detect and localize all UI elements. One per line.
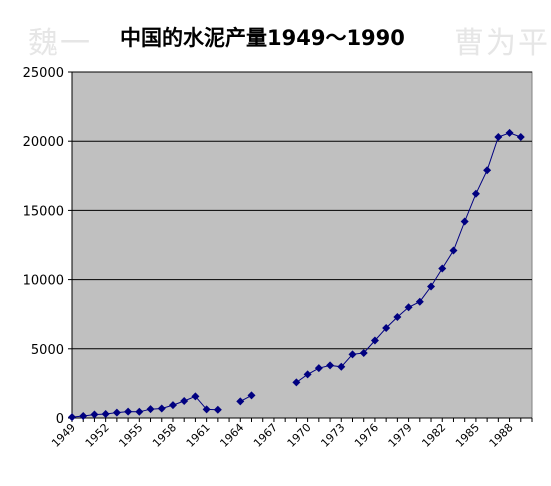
x-tick-label: 1958 <box>150 421 179 450</box>
data-point <box>382 324 391 333</box>
data-point <box>438 264 447 273</box>
x-tick-label: 1982 <box>419 421 448 450</box>
data-point <box>471 189 480 198</box>
x-tick-label: 1988 <box>487 421 516 450</box>
data-point <box>460 217 469 226</box>
data-point <box>68 413 76 422</box>
x-tick-label: 1952 <box>83 421 112 450</box>
data-point <box>79 412 88 421</box>
x-tick-label: 1973 <box>318 421 347 450</box>
data-point <box>168 401 177 410</box>
data-point <box>157 404 166 413</box>
data-point <box>247 391 256 400</box>
data-point <box>393 312 402 321</box>
y-tick-label: 25000 <box>23 66 64 81</box>
data-point <box>337 362 346 371</box>
data-point <box>90 410 99 419</box>
data-point <box>213 405 222 414</box>
data-point <box>505 128 514 137</box>
watermark-left: 魏一 <box>28 26 92 61</box>
data-point <box>449 246 458 255</box>
x-tick-label: 1961 <box>184 421 213 450</box>
data-point <box>415 297 424 306</box>
data-point <box>370 336 379 345</box>
data-point <box>112 408 121 417</box>
data-point <box>516 133 525 142</box>
data-point <box>202 405 211 414</box>
data-point <box>348 350 357 359</box>
y-tick-label: 15000 <box>23 204 64 219</box>
data-point <box>146 405 155 414</box>
data-point <box>236 397 245 406</box>
data-point <box>303 370 312 379</box>
data-point <box>483 166 492 175</box>
x-tick-label: 1955 <box>116 421 145 450</box>
x-tick-label: 1964 <box>217 421 246 450</box>
data-point <box>404 303 413 312</box>
x-tick-label: 1967 <box>251 421 280 450</box>
x-tick-label: 1970 <box>285 421 314 450</box>
x-tick-label: 1979 <box>386 421 415 450</box>
x-tick-label: 1985 <box>453 421 482 450</box>
data-point <box>314 364 323 373</box>
x-tick-label: 1976 <box>352 421 381 450</box>
data-point <box>359 348 368 357</box>
y-tick-label: 0 <box>56 412 64 427</box>
y-tick-label: 5000 <box>31 343 64 358</box>
data-point <box>292 378 301 387</box>
data-point <box>191 392 200 401</box>
data-point <box>427 282 436 291</box>
y-tick-label: 10000 <box>23 274 64 289</box>
data-point <box>101 410 110 419</box>
chart-title: 中国的水泥产量1949～1990 <box>120 26 405 50</box>
x-tick-label: 1949 <box>49 421 78 450</box>
plot-area <box>71 71 533 419</box>
data-point <box>135 407 144 416</box>
data-point <box>494 133 503 142</box>
watermark-right: 曹为平 <box>454 26 550 61</box>
y-tick-label: 20000 <box>23 135 64 150</box>
data-point <box>180 397 189 406</box>
data-point <box>326 361 335 370</box>
data-point <box>124 407 133 416</box>
